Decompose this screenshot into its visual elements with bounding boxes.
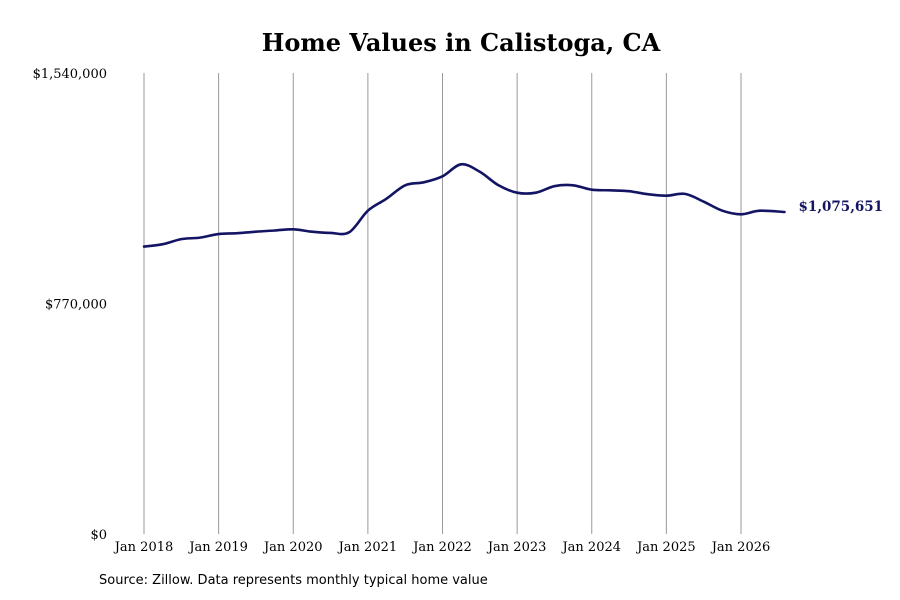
x-tick-label: Jan 2024 bbox=[560, 540, 621, 555]
x-tick-label: Jan 2019 bbox=[187, 540, 248, 555]
x-tick-label: Jan 2026 bbox=[710, 540, 771, 555]
x-tick-label: Jan 2023 bbox=[486, 540, 547, 555]
y-tick-label: $1,540,000 bbox=[33, 67, 107, 82]
x-tick-label: Jan 2025 bbox=[635, 540, 696, 555]
series-line-home-value bbox=[142, 162, 786, 248]
x-tick-label: Jan 2020 bbox=[262, 540, 323, 555]
x-tick-label: Jan 2018 bbox=[113, 540, 174, 555]
x-tick-label: Jan 2022 bbox=[411, 540, 472, 555]
gridlines bbox=[143, 73, 742, 534]
chart-title: Home Values in Calistoga, CA bbox=[262, 28, 661, 57]
y-tick-label: $0 bbox=[90, 528, 107, 543]
source-note: Source: Zillow. Data represents monthly … bbox=[99, 573, 488, 588]
x-axis-ticks: Jan 2018 Jan 2019 Jan 2020 Jan 2021 Jan 2022… bbox=[113, 540, 771, 555]
end-value-label: $1,075,651 bbox=[799, 199, 884, 215]
y-tick-label: $770,000 bbox=[45, 298, 107, 313]
x-tick-label: Jan 2021 bbox=[337, 540, 398, 555]
y-axis-ticks: $0 $770,000 $1,540,000 bbox=[33, 67, 107, 543]
